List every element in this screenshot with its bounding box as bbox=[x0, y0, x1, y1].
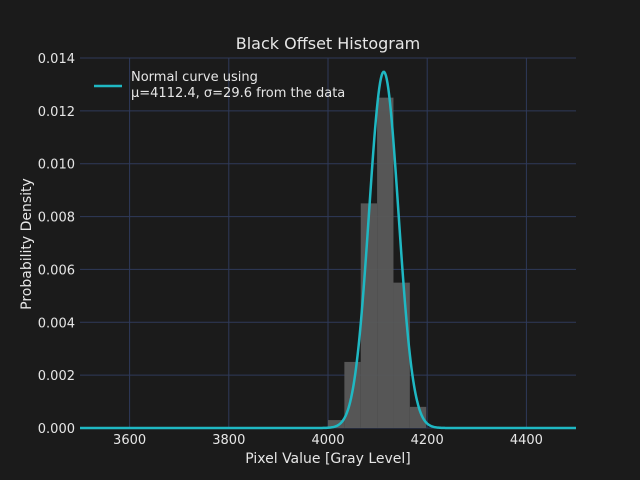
legend-line1: Normal curve using bbox=[131, 70, 258, 85]
x-axis-ticks: 3600 3800 4000 4200 4400 bbox=[113, 433, 543, 448]
x-tick-label: 4400 bbox=[510, 433, 543, 448]
x-axis-label: Pixel Value [Gray Level] bbox=[245, 451, 411, 467]
histogram-bar bbox=[409, 406, 427, 428]
y-tick-label: 0.012 bbox=[38, 105, 75, 120]
histogram-bar bbox=[377, 97, 394, 429]
x-tick-label: 4000 bbox=[311, 433, 344, 448]
legend-line2: μ=4112.4, σ=29.6 from the data bbox=[131, 86, 345, 101]
x-tick-label: 3600 bbox=[113, 433, 146, 448]
y-tick-label: 0.014 bbox=[38, 52, 75, 67]
y-tick-label: 0.006 bbox=[38, 263, 75, 278]
legend: Normal curve using μ=4112.4, σ=29.6 from… bbox=[94, 70, 345, 101]
y-tick-label: 0.008 bbox=[38, 211, 75, 226]
y-axis-ticks: 0.000 0.002 0.004 0.006 0.008 0.010 0.012 0.014 bbox=[38, 52, 75, 437]
x-tick-label: 3800 bbox=[212, 433, 245, 448]
y-tick-label: 0.000 bbox=[38, 422, 75, 437]
histogram-bar bbox=[393, 282, 410, 428]
normal-curve-line bbox=[80, 70, 576, 430]
histogram-bar bbox=[360, 203, 378, 428]
y-tick-label: 0.010 bbox=[38, 158, 75, 173]
y-tick-label: 0.002 bbox=[38, 369, 75, 384]
y-tick-label: 0.004 bbox=[38, 316, 75, 331]
y-axis-label: Probability Density bbox=[19, 178, 35, 310]
histogram-bar bbox=[328, 420, 345, 428]
chart-title: Black Offset Histogram bbox=[236, 34, 421, 53]
x-tick-label: 4200 bbox=[411, 433, 444, 448]
